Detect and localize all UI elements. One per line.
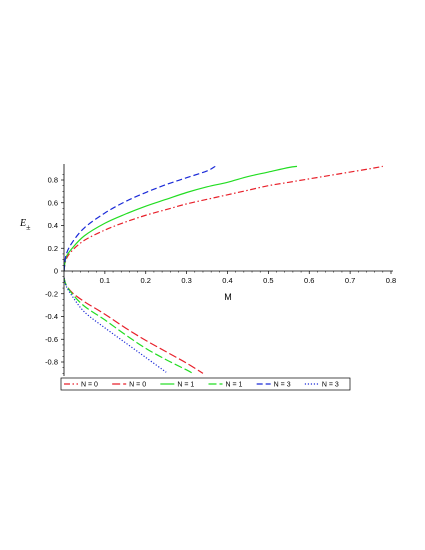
y-tick-label: 0.4 (48, 221, 58, 230)
series-line-1 (64, 165, 383, 272)
legend-label-5: N = 3 (274, 382, 291, 389)
y-tick-label: -0.4 (45, 312, 58, 321)
series-line-5 (64, 165, 216, 272)
y-tick-label: -0.2 (45, 289, 58, 298)
x-tick-label: 0.7 (345, 276, 355, 285)
legend-label-4: N = 1 (226, 382, 243, 389)
y-tick-label: -0.6 (45, 335, 58, 344)
series-line-3 (64, 165, 298, 272)
x-tick-label: 0.1 (100, 276, 110, 285)
axis-ticks: 0.1 0.2 0.3 0.4 0.5 0.6 0.7 0.8 0.8 0.6 0.4 0.2 0 -0.… (45, 174, 396, 374)
legend-label-6: N = 3 (322, 382, 339, 389)
axes (63, 164, 393, 376)
legend-label-1: N = 0 (81, 382, 98, 389)
y-tick-label: 0 (54, 267, 58, 276)
x-tick-label: 0.4 (222, 276, 232, 285)
series-curves (64, 165, 383, 374)
y-axis-label-main: E (19, 218, 26, 229)
legend-box (60, 377, 351, 391)
series-line-4 (64, 277, 194, 374)
legend-label-3: N = 1 (177, 382, 194, 389)
y-axis-label: E± (19, 218, 31, 232)
series-line-2 (64, 277, 204, 374)
y-axis-label-sub: ± (26, 223, 31, 232)
x-tick-label: 0.6 (304, 276, 314, 285)
x-tick-label: 0.8 (386, 276, 396, 285)
x-tick-label: 0.5 (263, 276, 273, 285)
legend-label-2: N = 0 (129, 382, 146, 389)
x-axis-label: M (224, 292, 232, 302)
y-tick-label: 0.6 (48, 198, 58, 207)
y-tick-label: 0.2 (48, 244, 58, 253)
y-tick-label: 0.8 (48, 176, 58, 185)
y-tick-label: -0.8 (45, 358, 58, 367)
legend: N = 0 N = 0 N = 1 N = 1 N = 3 N = 3 (60, 377, 351, 391)
x-tick-label: 0.3 (181, 276, 191, 285)
x-tick-label: 0.2 (141, 276, 151, 285)
series-line-6 (64, 277, 167, 373)
